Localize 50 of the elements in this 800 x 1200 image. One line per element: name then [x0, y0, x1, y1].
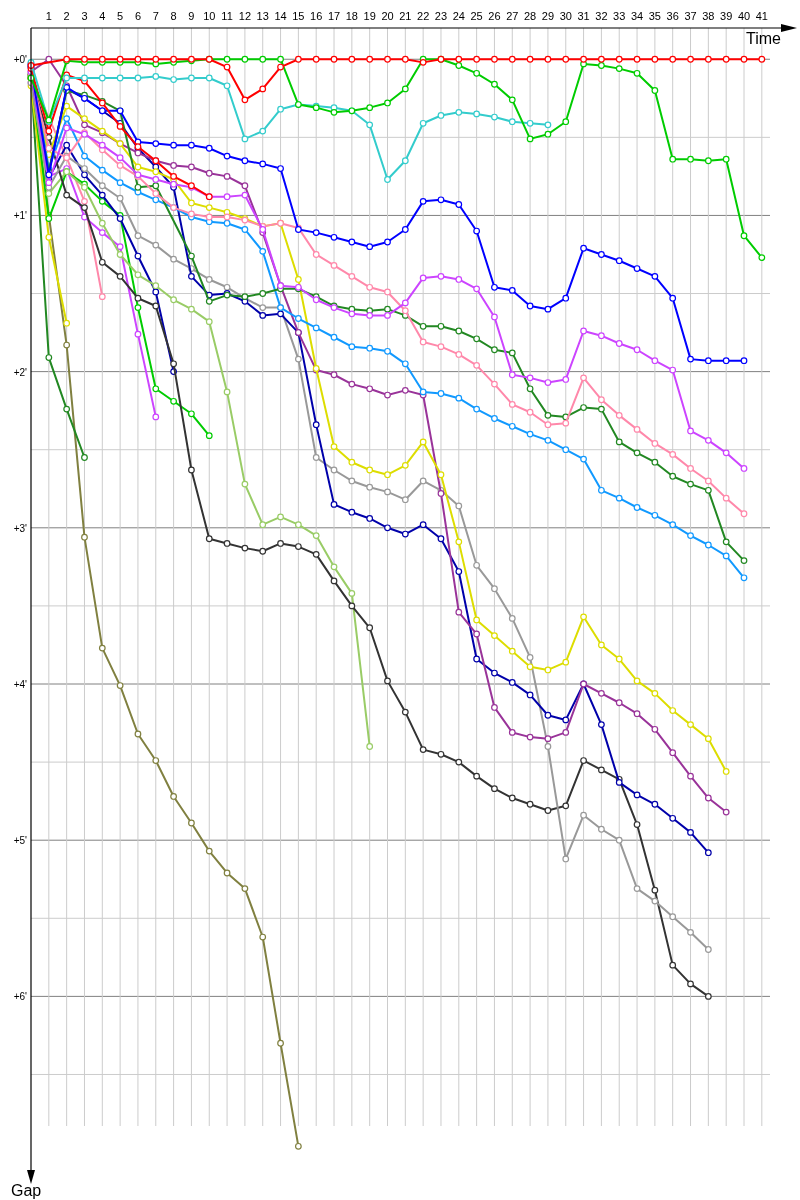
x-tick-label: 33	[613, 10, 626, 22]
x-tick-label: 23	[434, 10, 448, 22]
x-tick-label: 11	[221, 10, 233, 22]
x-tick-label: 8	[170, 10, 177, 22]
x-tick-label: 15	[292, 10, 305, 22]
y-tick-label: +6'	[13, 991, 28, 1003]
x-tick-label: 1	[45, 10, 52, 22]
x-tick-label: 29	[541, 10, 555, 22]
y-tick-label: +4'	[13, 679, 28, 690]
y-tick-label: +5'	[13, 835, 28, 847]
x-tick-label: 9	[188, 10, 195, 22]
x-tick-label: 35	[648, 10, 661, 22]
x-tick-label: 24	[452, 10, 465, 22]
x-tick-label: 6	[134, 10, 142, 22]
x-tick-label: 28	[523, 10, 537, 22]
x-tick-label: 39	[720, 10, 733, 22]
x-tick-label: 20	[381, 10, 394, 22]
x-tick-label: 3	[81, 10, 88, 22]
x-tick-label: 38	[702, 10, 715, 22]
x-tick-label: 16	[310, 10, 323, 22]
y-tick-label: +1'	[13, 210, 28, 222]
y-tick-label: +2'	[13, 366, 28, 378]
y-tick-label: +3'	[13, 522, 28, 534]
y-tick-label: +0'	[13, 54, 28, 66]
x-tick-label: 18	[345, 10, 358, 22]
x-tick-label: 31	[577, 10, 590, 22]
x-tick-label: 32	[595, 10, 608, 22]
x-tick-label: 26	[488, 10, 501, 22]
x-axis-title: Time	[746, 30, 782, 47]
x-tick-label: 7	[152, 10, 159, 22]
y-axis-title: Gap	[11, 1182, 42, 1199]
x-tick-label: 41	[755, 10, 768, 22]
x-tick-label: 13	[256, 10, 269, 22]
x-tick-label: 2	[63, 10, 70, 22]
x-tick-label: 40	[737, 10, 751, 22]
x-tick-label: 22	[417, 10, 430, 22]
x-tick-label: 19	[363, 10, 376, 22]
x-tick-label: 12	[238, 10, 252, 22]
x-tick-label: 21	[399, 10, 412, 22]
x-tick-label: 30	[559, 10, 572, 22]
x-tick-label: 27	[506, 10, 519, 22]
x-tick-label: 34	[630, 10, 644, 22]
x-tick-label: 5	[117, 10, 124, 22]
x-tick-label: 14	[274, 10, 287, 22]
x-tick-label: 25	[470, 10, 483, 22]
x-tick-label: 37	[684, 10, 697, 22]
x-tick-label: 4	[99, 10, 106, 22]
x-tick-label: 36	[666, 10, 679, 22]
x-tick-label: 17	[327, 10, 341, 22]
x-tick-label: 10	[203, 10, 216, 22]
